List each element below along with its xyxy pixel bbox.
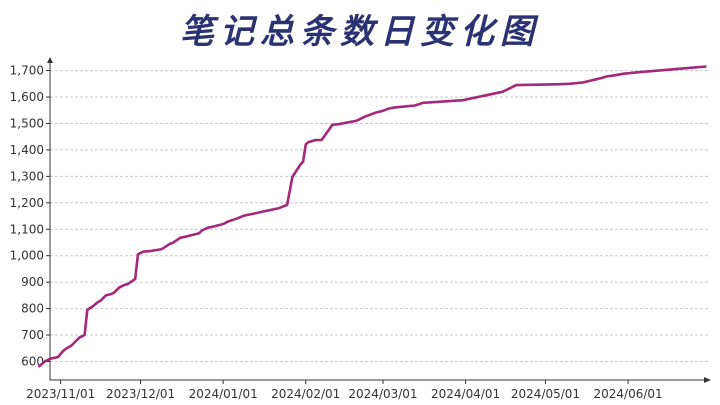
x-tick-label: 2024/04/01 (431, 387, 500, 401)
y-tick-label: 1,300 (10, 169, 44, 183)
y-tick-label: 1,400 (10, 143, 44, 157)
y-tick-label: 900 (21, 275, 44, 289)
x-tick-label: 2024/03/01 (348, 387, 417, 401)
y-tick-label: 1,200 (10, 196, 44, 210)
x-tick-label: 2023/12/01 (106, 387, 175, 401)
x-axis-arrow (704, 377, 711, 383)
x-tick-label: 2024/06/01 (593, 387, 662, 401)
y-tick-label: 1,700 (10, 64, 44, 78)
x-tick-label: 2023/11/01 (26, 387, 95, 401)
x-tick-label: 2024/01/01 (189, 387, 258, 401)
y-tick-label: 800 (21, 302, 44, 316)
y-tick-label: 1,500 (10, 116, 44, 130)
y-tick-label: 1,600 (10, 90, 44, 104)
x-tick-label: 2024/02/01 (271, 387, 340, 401)
y-tick-label: 1,100 (10, 222, 44, 236)
series-line (37, 65, 707, 368)
y-tick-label: 600 (21, 354, 44, 368)
y-axis-arrow (47, 57, 53, 63)
x-tick-label: 2024/05/01 (511, 387, 580, 401)
y-tick-label: 700 (21, 328, 44, 342)
chart-title: 笔记总条数日变化图 (180, 12, 540, 52)
y-tick-label: 1,000 (10, 249, 44, 263)
